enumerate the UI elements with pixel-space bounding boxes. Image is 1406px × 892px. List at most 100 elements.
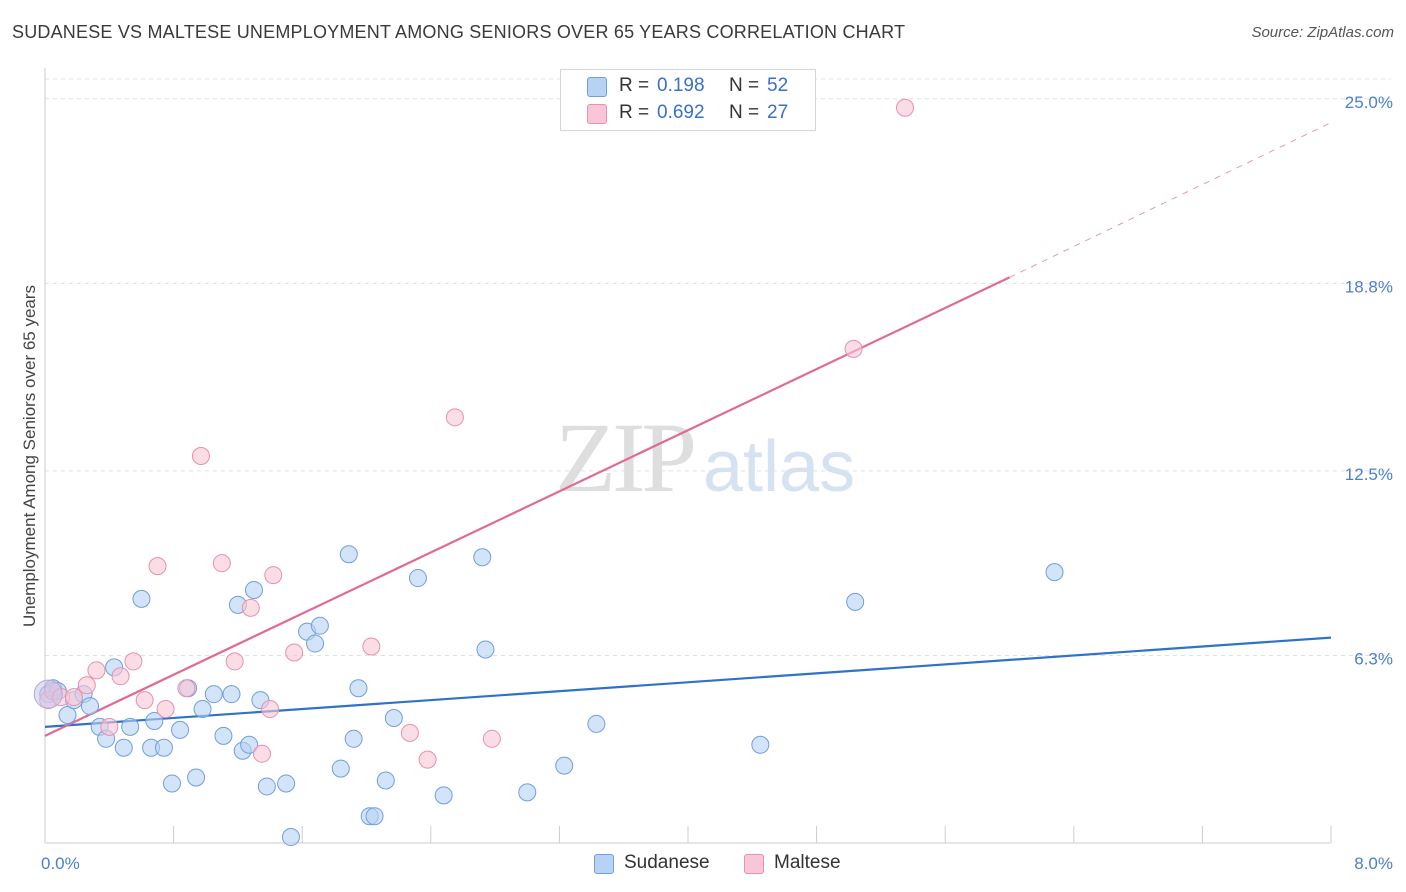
sudanese-point-47 [555, 756, 574, 775]
tick-label-layer: 6.3% 12.5% 18.8% 25.0% 0.0% 8.0% [41, 93, 1393, 873]
maltese-point-4 [77, 676, 96, 695]
sudanese-trend-line [44, 636, 1332, 729]
sudanese-point-19 [187, 768, 206, 787]
watermark-zip: ZIP [555, 402, 697, 513]
correlation-legend: R = 0.198 N = 52 R = 0.692 N = 27 [560, 69, 816, 131]
sudanese-point-10 [114, 738, 133, 757]
sudanese-point-42 [408, 569, 427, 588]
sudanese-point-52 [281, 828, 300, 847]
sudanese-point-34 [331, 759, 350, 778]
maltese-point-22 [400, 723, 419, 742]
sudanese-r-value: 0.198 [657, 75, 705, 96]
maltese-point-16 [241, 598, 260, 617]
axis-layer [44, 68, 1332, 844]
maltese-trend-line [44, 276, 1010, 737]
maltese-n-label: N = [729, 102, 760, 123]
x-tick-label-1: 8.0% [1354, 854, 1393, 873]
sudanese-point-6 [81, 697, 100, 716]
sudanese-point-20 [193, 700, 212, 719]
maltese-point-21 [362, 637, 381, 656]
sudanese-point-44 [473, 548, 492, 567]
trend-layer [44, 122, 1332, 737]
sudanese-point-46 [518, 783, 537, 802]
x-tick-label-0: 0.0% [41, 854, 80, 873]
maltese-point-17 [253, 744, 272, 763]
maltese-trend-extension [1009, 122, 1332, 278]
sudanese-point-16 [162, 774, 181, 793]
maltese-legend-swatch [744, 854, 764, 874]
sudanese-n-value: 52 [767, 75, 789, 96]
sudanese-point-30 [277, 774, 296, 793]
maltese-point-12 [177, 679, 196, 698]
sudanese-point-48 [587, 714, 606, 733]
maltese-r-value: 0.692 [657, 102, 705, 123]
sudanese-point-23 [222, 685, 241, 704]
maltese-point-14 [212, 554, 231, 573]
sudanese-point-43 [434, 786, 453, 805]
maltese-point-6 [100, 717, 119, 736]
sudanese-point-50 [846, 592, 865, 611]
sudanese-point-21 [204, 685, 223, 704]
sudanese-point-36 [344, 729, 363, 748]
maltese-point-19 [264, 566, 283, 585]
maltese-n-value: 27 [767, 102, 789, 123]
chart-title: SUDANESE VS MALTESE UNEMPLOYMENT AMONG S… [12, 22, 906, 42]
sudanese-point-12 [132, 589, 151, 608]
sudanese-r-label: R = [619, 75, 650, 96]
sudanese-point-51 [1045, 563, 1064, 582]
sudanese-n-label: N = [729, 75, 760, 96]
point-layer [33, 98, 1064, 847]
sudanese-point-33 [310, 616, 329, 635]
maltese-point-18 [261, 700, 280, 719]
y-tick-label-2: 18.8% [1345, 277, 1393, 296]
maltese-point-10 [148, 557, 167, 576]
y-tick-label-3: 25.0% [1345, 93, 1393, 112]
maltese-point-13 [191, 447, 210, 466]
sudanese-point-49 [751, 735, 770, 754]
maltese-point-8 [124, 652, 143, 671]
maltese-legend-label: Maltese [774, 852, 841, 873]
y-axis-label: Unemployment Among Seniors over 65 years [20, 284, 39, 628]
maltese-point-5 [87, 661, 106, 680]
sudanese-point-26 [240, 735, 259, 754]
watermark-atlas: atlas [703, 427, 856, 507]
sudanese-point-37 [349, 679, 368, 698]
maltese-point-24 [445, 408, 464, 427]
sudanese-point-17 [171, 720, 190, 739]
maltese-point-7 [111, 667, 130, 686]
maltese-point-15 [225, 652, 244, 671]
sudanese-point-15 [154, 738, 173, 757]
sudanese-point-3 [58, 705, 77, 724]
sudanese-point-45 [476, 640, 495, 659]
maltese-point-26 [844, 339, 863, 358]
sudanese-point-14 [145, 711, 164, 730]
maltese-r-label: R = [619, 102, 650, 123]
maltese-point-11 [156, 700, 175, 719]
maltese-point-27 [896, 98, 915, 117]
maltese-point-3 [64, 688, 83, 707]
sudanese-point-27 [244, 580, 263, 599]
sudanese-swatch [587, 77, 607, 97]
sudanese-point-35 [339, 545, 358, 564]
y-tick-label-0: 6.3% [1354, 649, 1393, 668]
maltese-swatch [587, 104, 607, 124]
grid-layer [45, 78, 1391, 656]
sudanese-point-32 [306, 634, 325, 653]
maltese-point-25 [482, 729, 501, 748]
sudanese-point-22 [214, 726, 233, 745]
zipatlas-watermark: ZIP atlas [555, 400, 855, 515]
sudanese-legend-swatch [594, 854, 614, 874]
origin-cluster-point [33, 679, 63, 709]
sudanese-legend-label: Sudanese [624, 852, 710, 873]
sudanese-point-40 [376, 771, 395, 790]
maltese-point-23 [418, 750, 437, 769]
maltese-point-20 [285, 643, 304, 662]
y-tick-label-1: 12.5% [1345, 465, 1393, 484]
sudanese-point-41 [384, 708, 403, 727]
sudanese-point-29 [257, 777, 276, 796]
sudanese-point-11 [121, 717, 140, 736]
sudanese-point-39 [365, 807, 384, 826]
source-credit: Source: ZipAtlas.com [1251, 24, 1394, 41]
maltese-point-9 [135, 691, 154, 710]
